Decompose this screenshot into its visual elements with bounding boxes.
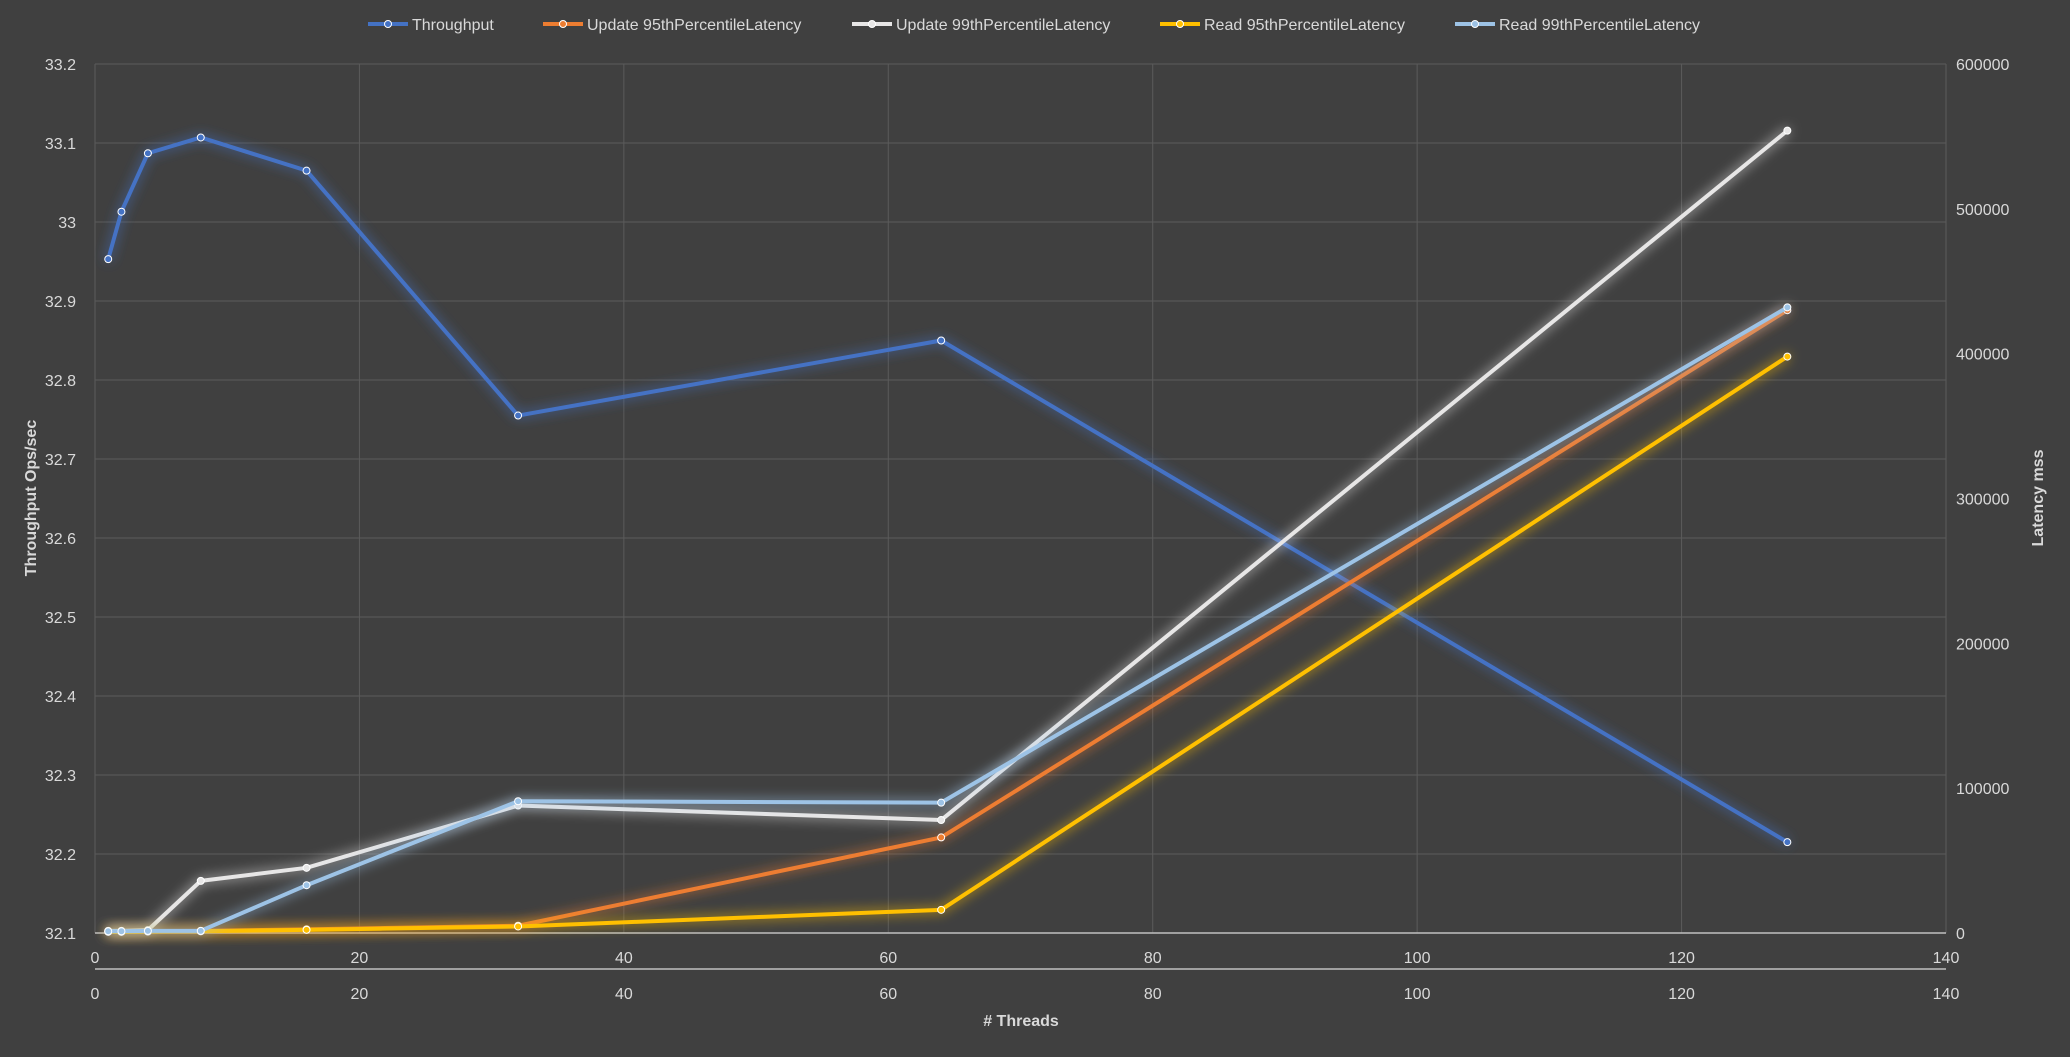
- x-tick-label: 40: [615, 950, 633, 967]
- data-point: [1783, 126, 1792, 135]
- legend-label: Read 99thPercentileLatency: [1499, 17, 1700, 34]
- legend-item: Read 95thPercentileLatency: [1160, 17, 1405, 34]
- legend-item: Update 95thPercentileLatency: [543, 17, 801, 34]
- right-y-tick-label: 600000: [1956, 57, 2009, 74]
- right-y-tick-label: 400000: [1956, 347, 2009, 364]
- secondary-x-tick-label: 60: [879, 986, 897, 1003]
- secondary-x-tick-label: 140: [1933, 986, 1960, 1003]
- data-point: [196, 926, 205, 935]
- x-tick-label: 100: [1404, 950, 1431, 967]
- data-point: [104, 255, 113, 264]
- series-line: [106, 308, 1790, 934]
- left-y-tick-label: 32.2: [45, 847, 76, 864]
- left-y-tick-label: 32.4: [45, 689, 76, 706]
- data-point: [514, 922, 523, 931]
- data-point: [937, 905, 946, 914]
- data-point: [104, 927, 113, 936]
- data-point: [514, 411, 523, 420]
- data-point: [937, 816, 946, 825]
- right-y-tick-label: 300000: [1956, 492, 2009, 509]
- x-axis-title: # Threads: [983, 1013, 1059, 1030]
- left-y-tick-label: 32.9: [45, 294, 76, 311]
- data-point: [302, 881, 311, 890]
- left-y-tick-label: 32.8: [45, 373, 76, 390]
- legend-item: Read 99thPercentileLatency: [1455, 17, 1700, 34]
- data-point: [302, 925, 311, 934]
- data-point: [302, 166, 311, 175]
- legend-label: Update 99thPercentileLatency: [896, 17, 1110, 34]
- legend-item: Throughput: [368, 17, 494, 34]
- secondary-x-tick-label: 0: [91, 986, 100, 1003]
- left-y-tick-label: 33.1: [45, 136, 76, 153]
- x-tick-label: 80: [1144, 950, 1162, 967]
- right-y-tick-label: 100000: [1956, 781, 2009, 798]
- legend-marker: [559, 20, 567, 28]
- left-y-tick-label: 32.3: [45, 768, 76, 785]
- secondary-x-tick-label: 40: [615, 986, 633, 1003]
- secondary-x-tick-label: 20: [351, 986, 369, 1003]
- legend-item: Update 99thPercentileLatency: [852, 17, 1110, 34]
- left-y-tick-label: 32.5: [45, 610, 76, 627]
- x-tick-label: 60: [879, 950, 897, 967]
- legend-label: Throughput: [412, 17, 494, 34]
- data-point: [196, 133, 205, 142]
- secondary-x-tick-label: 100: [1404, 986, 1431, 1003]
- right-y-tick-label: 500000: [1956, 202, 2009, 219]
- right-y-tick-label: 0: [1956, 926, 1965, 943]
- series-line: [106, 128, 1790, 933]
- legend-marker: [1176, 20, 1184, 28]
- legend-marker: [384, 20, 392, 28]
- data-point: [117, 207, 126, 216]
- left-y-tick-label: 32.6: [45, 531, 76, 548]
- legend-label: Update 95thPercentileLatency: [587, 17, 801, 34]
- left-y-tick-label: 33: [58, 215, 76, 232]
- left-y-tick-label: 32.7: [45, 452, 76, 469]
- series-group: [104, 306, 1792, 936]
- data-point: [514, 797, 523, 806]
- left-y-tick-label: 33.2: [45, 57, 76, 74]
- data-point: [117, 927, 126, 936]
- legend: Throughput Update 95thPercentileLatency Up…: [368, 17, 1700, 34]
- data-point: [1783, 838, 1792, 847]
- x-tick-label: 20: [351, 950, 369, 967]
- series-line: [106, 135, 1790, 845]
- legend-label: Read 95thPercentileLatency: [1204, 17, 1405, 34]
- data-point: [937, 833, 946, 842]
- left-y-axis-title: Throughput Ops/sec: [23, 420, 40, 577]
- data-point: [143, 149, 152, 158]
- series-line: [106, 305, 1790, 934]
- data-point: [196, 876, 205, 885]
- x-tick-label: 0: [91, 950, 100, 967]
- series-group: [104, 126, 1792, 935]
- series-line: [106, 354, 1790, 934]
- secondary-x-tick-label: 120: [1668, 986, 1695, 1003]
- data-point: [1783, 352, 1792, 361]
- data-point: [302, 863, 311, 872]
- right-y-tick-label: 200000: [1956, 636, 2009, 653]
- x-tick-label: 140: [1933, 950, 1960, 967]
- gridlines: [94, 63, 1947, 934]
- axes: 32.1 32.2 32.3 32.4 32.5 32.6 32.7 32.8 32.9 33 33…: [45, 57, 2010, 1003]
- left-y-tick-label: 32.1: [45, 926, 76, 943]
- series-lines: [104, 126, 1792, 936]
- data-point: [937, 336, 946, 345]
- data-point: [1783, 303, 1792, 312]
- secondary-x-tick-label: 80: [1144, 986, 1162, 1003]
- legend-marker: [1471, 20, 1479, 28]
- legend-marker: [868, 20, 876, 28]
- data-point: [937, 798, 946, 807]
- series-group: [104, 352, 1792, 936]
- series-group: [104, 133, 1792, 847]
- x-tick-label: 120: [1668, 950, 1695, 967]
- series-group: [104, 303, 1792, 936]
- data-point: [143, 926, 152, 935]
- right-y-axis-title: Latency mss: [2030, 449, 2047, 546]
